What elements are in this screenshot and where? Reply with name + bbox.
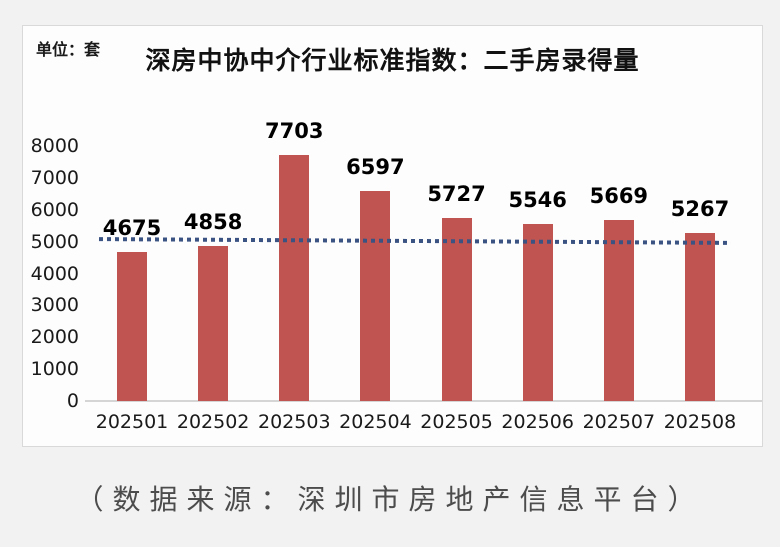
bar — [684, 233, 715, 401]
y-tick-label: 1000 — [30, 358, 79, 381]
y-tick-label: 0 — [66, 390, 79, 412]
bar — [279, 155, 310, 401]
x-tick-label: 202501 — [95, 411, 169, 433]
x-tick-label: 202504 — [339, 411, 412, 433]
x-tick-label: 202507 — [582, 411, 656, 433]
bar-value-label: 5669 — [589, 184, 649, 209]
x-axis-line — [85, 400, 762, 402]
bar — [198, 246, 229, 401]
source-caption: （数据来源：深圳市房地产信息平台） — [75, 483, 705, 516]
y-tick-label: 4000 — [30, 262, 79, 285]
chart-panel: 单位：套 深房中协中介行业标准指数：二手房录得量 0 1000 2000 3000 40… — [22, 25, 763, 447]
y-tick-label: 6000 — [30, 198, 79, 221]
bar-value-label: 7703 — [265, 119, 324, 144]
bar-value-label: 5267 — [670, 197, 730, 222]
chart-title: 深房中协中介行业标准指数：二手房录得量 — [145, 46, 640, 75]
x-tick-label: 202508 — [663, 411, 737, 433]
bar-value-label: 6597 — [346, 154, 405, 179]
y-tick-label: 7000 — [30, 166, 79, 189]
bar-value-label: 5727 — [427, 182, 486, 207]
y-tick-label: 8000 — [30, 135, 79, 157]
bar — [441, 218, 472, 401]
bar — [117, 251, 147, 401]
y-tick-label: 5000 — [30, 230, 79, 253]
bar — [360, 190, 391, 401]
trendline-line — [98, 237, 732, 245]
bar-value-label: 5546 — [508, 188, 567, 213]
bar-value-label: 4675 — [102, 215, 162, 240]
bar-value-label: 4858 — [183, 210, 243, 235]
unit-label: 单位：套 — [36, 40, 101, 59]
bar — [603, 220, 634, 401]
y-tick-label: 3000 — [30, 294, 79, 317]
x-tick-label: 202502 — [176, 411, 250, 433]
x-tick-label: 202503 — [258, 411, 331, 433]
y-tick-label: 2000 — [30, 326, 79, 349]
x-tick-label: 202505 — [420, 411, 493, 433]
x-tick-label: 202506 — [501, 411, 574, 433]
bar — [522, 224, 553, 401]
plot-area: 0 1000 2000 3000 4000 5000 6000 7000 8000 4675 48… — [23, 26, 764, 448]
